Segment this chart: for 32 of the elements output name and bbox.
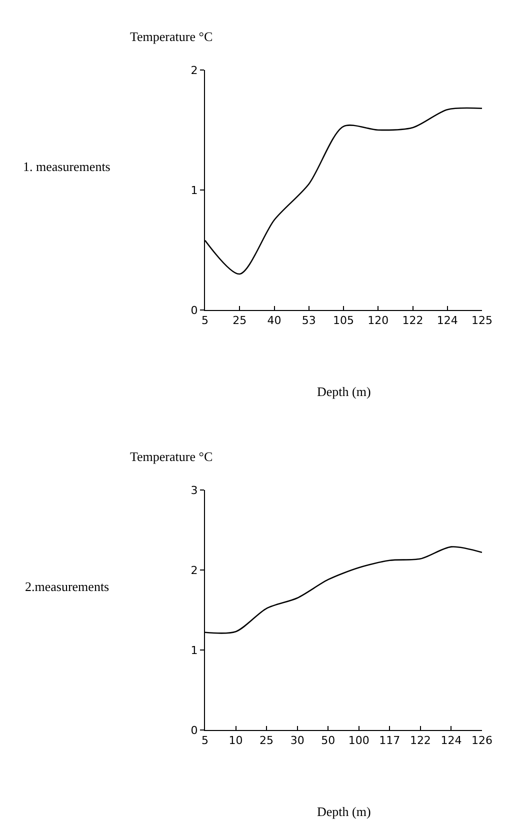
x-tick-label: 5 bbox=[202, 734, 208, 748]
x-tick-label: 30 bbox=[290, 734, 304, 748]
y-tick-label: 0 bbox=[190, 724, 198, 737]
text: Temperature °C bbox=[130, 29, 213, 44]
x-tick-label: 124 bbox=[436, 314, 458, 328]
x-tick-label: 105 bbox=[333, 314, 354, 328]
x-axis-title: Depth (m) bbox=[317, 384, 371, 399]
x-tick-label: 53 bbox=[302, 314, 316, 328]
x-tick-label: 25 bbox=[260, 734, 274, 748]
x-tick-label: 25 bbox=[232, 314, 247, 328]
x-tick-label: 125 bbox=[472, 314, 492, 328]
x-tick-label: 10 bbox=[228, 734, 243, 748]
x-tick-label: 126 bbox=[472, 734, 492, 748]
x-tick-label: 50 bbox=[321, 734, 336, 748]
x-tick-label: 117 bbox=[379, 734, 400, 748]
text: Temperature °C bbox=[130, 449, 213, 464]
y-tick-label: 1 bbox=[190, 644, 198, 657]
x-tick-label: 5 bbox=[202, 314, 208, 328]
x-tick-label: 122 bbox=[402, 314, 424, 328]
y-tick-label: 2 bbox=[190, 64, 198, 77]
x-tick-label: 40 bbox=[267, 314, 282, 328]
y-axis-title: 1. measurements bbox=[23, 159, 110, 174]
x-tick-label: 122 bbox=[410, 734, 431, 748]
x-tick-label: 120 bbox=[368, 314, 389, 328]
y-tick-label: 0 bbox=[190, 304, 198, 317]
x-tick-label: 100 bbox=[348, 734, 370, 748]
x-axis-title: Depth (m) bbox=[317, 804, 371, 819]
y-tick-label: 1 bbox=[190, 184, 198, 197]
y-tick-label: 2 bbox=[190, 564, 198, 577]
y-axis-title: 2.measurements bbox=[25, 579, 110, 594]
x-tick-label: 124 bbox=[440, 734, 462, 748]
y-tick-label: 3 bbox=[190, 484, 198, 497]
